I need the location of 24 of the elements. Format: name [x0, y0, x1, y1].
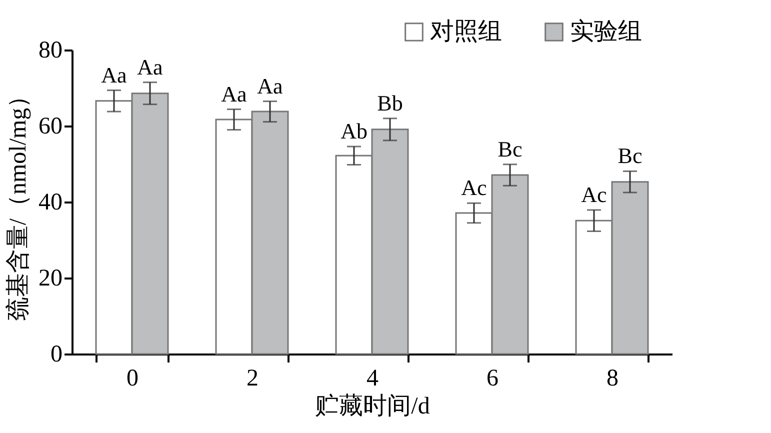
data-label: Aa: [101, 62, 128, 88]
x-tick-label: 6: [486, 366, 498, 392]
x-axis-title: 贮藏时间/d: [315, 394, 430, 420]
x-tick-label: 2: [246, 366, 258, 392]
data-label: Aa: [137, 54, 164, 80]
data-label: Ac: [461, 175, 488, 200]
x-tick-label: 8: [606, 366, 618, 392]
data-label: Ac: [581, 182, 608, 207]
legend-label: 实验组: [570, 18, 642, 45]
y-tick-label: 40: [38, 190, 62, 216]
x-tick-label: 0: [126, 366, 138, 392]
y-axis-title: 巯基含量/（nmol/mg）: [4, 84, 32, 322]
data-label: Bc: [498, 136, 522, 162]
data-label: Ab: [340, 118, 368, 144]
data-label: Bb: [377, 90, 403, 116]
legend-label: 对照组: [430, 19, 502, 45]
x-tick-label: 4: [366, 366, 378, 392]
y-tick-label: 0: [50, 342, 62, 368]
y-tick-label: 80: [38, 38, 62, 64]
data-label: Aa: [257, 73, 284, 98]
data-label: Aa: [221, 81, 248, 106]
data-label: Bc: [618, 143, 642, 168]
y-tick-label: 20: [38, 266, 62, 292]
y-tick-label: 60: [38, 114, 62, 140]
